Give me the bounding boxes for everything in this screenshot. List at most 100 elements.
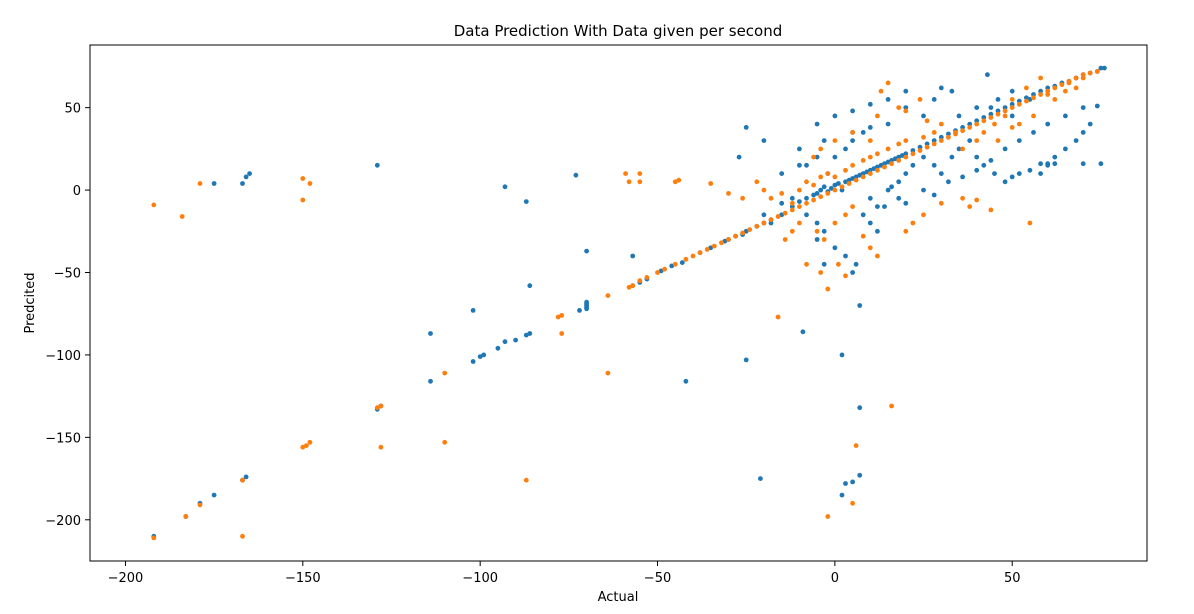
point-series-0-93: [967, 121, 973, 127]
point-series-0-55: [789, 204, 795, 210]
point-series-1-67: [931, 141, 937, 147]
point-series-1-2: [197, 181, 203, 186]
x-tick-label: 50: [1004, 571, 1021, 586]
point-series-0-36: [630, 253, 636, 259]
point-series-0-112: [1098, 65, 1104, 71]
point-series-1-150: [1052, 97, 1058, 102]
point-series-0-48: [743, 357, 749, 363]
point-series-1-130: [889, 403, 894, 409]
point-series-0-133: [967, 138, 973, 144]
point-series-1-38: [726, 237, 731, 242]
point-series-1-148: [1038, 75, 1043, 81]
point-series-0-116: [804, 162, 809, 168]
point-series-1-108: [818, 174, 824, 180]
point-series-1-138: [924, 118, 930, 124]
point-series-1-73: [974, 121, 980, 127]
point-series-1-164: [938, 200, 944, 206]
point-series-1-124: [825, 286, 831, 292]
point-series-1-85: [1059, 82, 1065, 87]
point-series-0-87: [924, 141, 930, 147]
point-series-0-18: [481, 352, 487, 358]
point-series-1-83: [1045, 88, 1051, 94]
point-series-1-26: [630, 283, 636, 289]
point-series-1-94: [637, 179, 643, 185]
point-series-0-57: [804, 195, 809, 201]
point-series-1-99: [740, 195, 745, 201]
chart-title: Data Prediction With Data given per seco…: [454, 22, 783, 40]
point-series-0-131: [949, 154, 955, 160]
point-series-0-178: [761, 212, 767, 218]
point-series-0-140: [1027, 167, 1033, 173]
point-series-0-6: [211, 181, 217, 186]
point-series-0-160: [931, 97, 937, 102]
point-series-0-103: [1038, 88, 1043, 94]
point-series-0-204: [1002, 146, 1008, 152]
point-series-1-15: [378, 403, 384, 409]
point-series-1-120: [931, 130, 937, 135]
point-series-1-145: [1002, 113, 1008, 119]
point-series-1-174: [867, 245, 873, 251]
point-series-1-93: [637, 171, 643, 177]
point-series-1-159: [974, 197, 980, 203]
point-series-0-220: [1045, 121, 1051, 127]
point-series-0-141: [1038, 171, 1043, 177]
point-series-1-76: [995, 111, 1001, 117]
point-series-1-161: [960, 195, 965, 201]
point-series-1-115: [875, 151, 880, 157]
point-series-1-7: [183, 514, 189, 519]
point-series-0-146: [1080, 130, 1086, 135]
point-series-0-154: [988, 105, 994, 110]
point-series-1-34: [697, 250, 703, 256]
y-tick-label: −100: [45, 349, 81, 364]
point-series-0-210: [814, 121, 820, 127]
point-series-1-47: [789, 207, 795, 213]
point-series-0-150: [1045, 161, 1051, 167]
point-series-1-35: [704, 247, 710, 252]
point-series-0-205: [1016, 138, 1022, 144]
point-series-0-82: [896, 154, 902, 160]
point-series-0-171: [804, 212, 809, 218]
point-series-1-64: [910, 151, 916, 157]
point-series-1-90: [1094, 69, 1100, 74]
point-series-1-62: [896, 158, 902, 163]
point-series-1-134: [885, 80, 891, 86]
point-series-0-136: [992, 171, 997, 177]
point-series-0-27: [573, 172, 579, 178]
y-tick-label: 50: [64, 102, 81, 117]
point-series-0-26: [527, 283, 533, 289]
point-series-0-113: [1102, 65, 1107, 71]
point-series-0-184: [839, 492, 845, 498]
point-series-0-130: [938, 171, 944, 177]
point-series-1-11: [300, 444, 306, 450]
point-series-1-153: [1073, 85, 1079, 91]
point-series-0-219: [1009, 113, 1015, 119]
point-series-0-135: [981, 162, 987, 168]
point-series-0-134: [974, 154, 980, 160]
point-series-0-173: [832, 245, 838, 251]
point-series-0-151: [1052, 161, 1058, 167]
point-series-0-159: [949, 88, 955, 94]
point-series-1-149: [1045, 92, 1051, 97]
point-series-1-105: [797, 187, 802, 193]
point-series-0-19: [495, 345, 501, 351]
point-series-1-157: [1009, 125, 1015, 130]
point-series-0-162: [921, 113, 926, 119]
point-series-1-27: [637, 278, 643, 284]
point-series-0-188: [843, 481, 848, 486]
point-series-1-74: [981, 118, 987, 124]
point-series-1-102: [768, 195, 774, 201]
point-series-1-1: [179, 214, 185, 219]
point-series-1-166: [910, 220, 916, 226]
point-series-1-29: [655, 270, 660, 275]
point-series-1-54: [839, 184, 845, 190]
point-series-1-142: [974, 138, 980, 144]
point-series-1-178: [782, 237, 788, 242]
y-axis-label: Predcited: [23, 272, 38, 333]
point-series-0-155: [995, 97, 1001, 102]
point-series-0-80: [889, 158, 894, 163]
point-series-1-141: [960, 146, 965, 152]
point-series-0-50: [758, 476, 763, 481]
point-series-0-102: [1031, 92, 1036, 97]
point-series-1-112: [850, 162, 855, 168]
point-series-1-111: [843, 167, 848, 173]
